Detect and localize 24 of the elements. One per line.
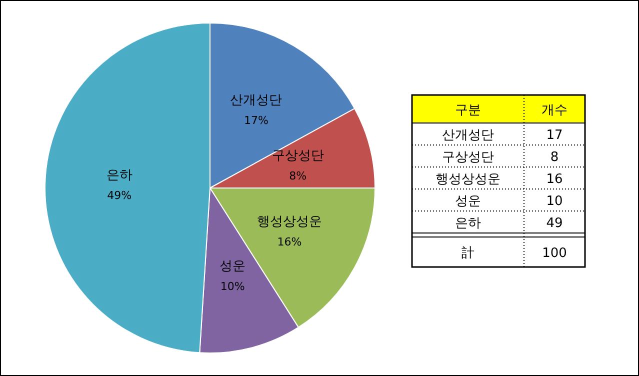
text: 개수 xyxy=(542,103,568,118)
category-label: 성운 xyxy=(455,194,481,209)
text: 10 xyxy=(546,194,563,209)
data-label: 49% xyxy=(107,189,132,202)
slice-label: 산개성단 xyxy=(230,92,282,108)
slice-label: 구상성단 xyxy=(272,148,324,164)
data-label: 10% xyxy=(220,280,245,293)
category-label: 산개성단 xyxy=(442,128,494,143)
text: 구분 xyxy=(455,103,481,118)
slice-label: 은하 xyxy=(106,168,132,184)
data-label: 16% xyxy=(277,236,302,249)
text: 計 xyxy=(462,246,474,261)
data-label: 17% xyxy=(244,114,268,127)
slice-label: 성운 xyxy=(220,258,246,274)
data-label: 8% xyxy=(289,169,307,182)
category-label: 은하 xyxy=(455,216,481,231)
category-label: 행성상성운 xyxy=(436,172,500,187)
category-label: 구상성단 xyxy=(442,150,494,165)
text: 8 xyxy=(550,150,559,165)
text: 100 xyxy=(542,246,567,261)
text: 49 xyxy=(546,216,563,231)
slice-label: 행성상성운 xyxy=(257,214,322,230)
text: 17 xyxy=(546,128,563,143)
text: 16 xyxy=(546,172,563,187)
